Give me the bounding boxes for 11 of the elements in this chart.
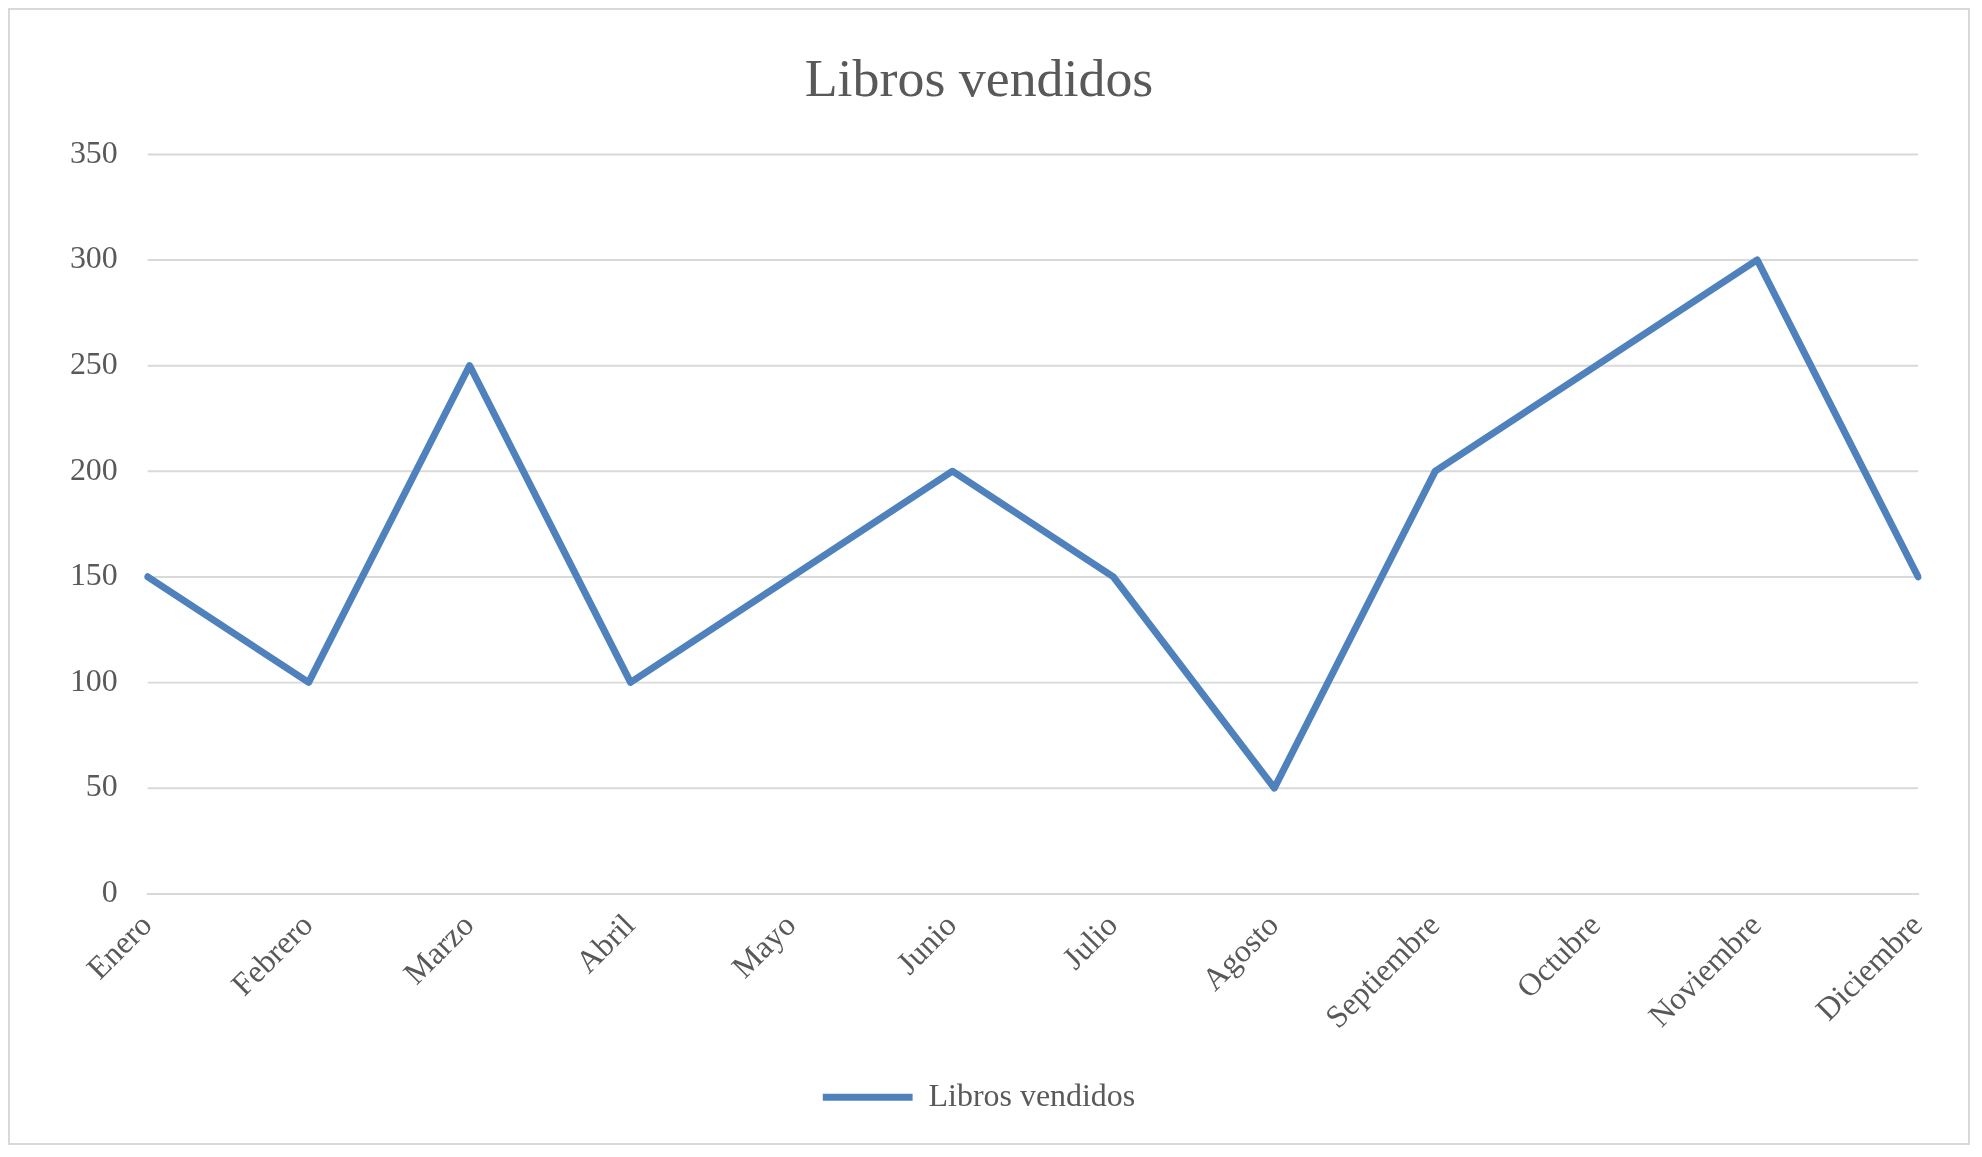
y-tick-label: 50	[85, 768, 118, 804]
chart-title: Libros vendidos	[804, 48, 1154, 109]
y-tick-label: 250	[69, 345, 118, 381]
x-tick-label: Julio	[1055, 907, 1125, 976]
legend-label: Libros vendidos	[928, 1077, 1136, 1113]
y-tick-label: 100	[69, 662, 118, 698]
y-tick-label: 350	[69, 134, 118, 170]
y-tick-label: 300	[69, 240, 118, 276]
y-tick-label: 200	[69, 451, 118, 487]
y-tick-label: 150	[69, 557, 118, 593]
y-tick-label: 0	[101, 874, 118, 910]
